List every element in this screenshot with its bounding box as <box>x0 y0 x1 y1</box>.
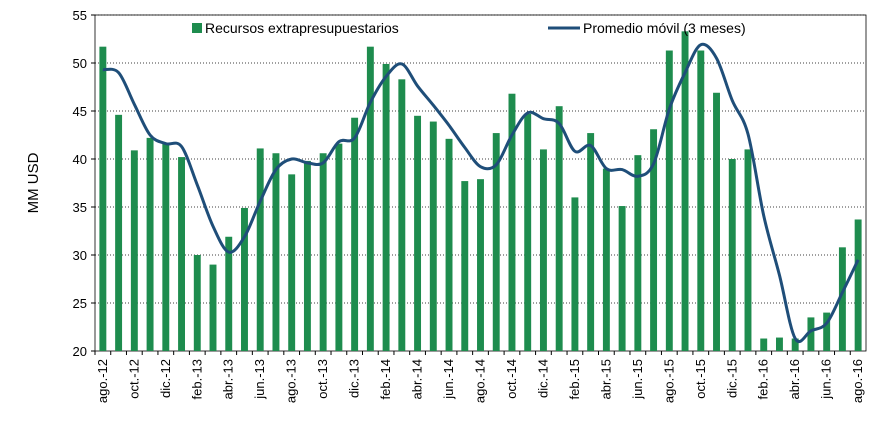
x-tick-label: dic.-12 <box>158 359 173 398</box>
x-tick-label: abr.-13 <box>221 359 236 399</box>
legend-label: Recursos extrapresupuestarios <box>205 20 399 36</box>
bar <box>256 148 264 351</box>
y-tick-label: 35 <box>73 200 87 215</box>
bar <box>130 150 138 351</box>
x-tick-label: ago.-15 <box>661 359 676 403</box>
bar <box>634 155 642 351</box>
x-tick-label: dic.-14 <box>535 359 550 398</box>
bar <box>209 264 217 351</box>
bar <box>414 115 422 351</box>
x-tick-label: oct.-14 <box>504 359 519 399</box>
y-tick-label: 20 <box>73 344 87 359</box>
bar <box>744 149 752 351</box>
x-tick-label: oct.-13 <box>315 359 330 399</box>
x-tick-label: oct.-15 <box>693 359 708 399</box>
x-tick-label: dic.-13 <box>347 359 362 398</box>
bar <box>366 46 374 352</box>
bar <box>335 143 343 351</box>
bar <box>791 338 799 351</box>
bar <box>319 153 327 351</box>
x-tick-label: oct.-12 <box>126 359 141 399</box>
bar <box>178 157 186 351</box>
x-tick-label: ago.-14 <box>473 359 488 403</box>
y-tick-label: 30 <box>73 248 87 263</box>
x-tick-label: jun.-15 <box>630 359 645 400</box>
x-tick-label: feb.-13 <box>189 359 204 399</box>
bar <box>288 174 296 351</box>
bar <box>650 129 658 351</box>
bar <box>618 206 626 351</box>
bar <box>225 236 233 351</box>
x-tick-label: ago.-13 <box>284 359 299 403</box>
y-tick-label: 55 <box>73 8 87 23</box>
bar <box>303 160 311 351</box>
y-tick-label: 45 <box>73 104 87 119</box>
bar <box>398 79 406 351</box>
bar <box>807 317 815 351</box>
x-tick-label: feb.-14 <box>378 359 393 399</box>
bar <box>555 106 563 351</box>
bar <box>146 137 154 351</box>
y-tick-label: 50 <box>73 56 87 71</box>
legend-swatch <box>192 23 202 33</box>
bar <box>571 197 579 351</box>
bar <box>524 113 532 351</box>
bar <box>854 219 862 351</box>
bar <box>492 133 500 351</box>
x-tick-label: jun.-13 <box>252 359 267 400</box>
bar <box>760 338 768 351</box>
x-tick-label: ago.-12 <box>95 359 110 403</box>
bar <box>162 143 170 351</box>
bar <box>445 138 453 351</box>
bar <box>429 121 437 351</box>
bar <box>382 63 390 352</box>
x-tick-label: dic.-15 <box>724 359 739 398</box>
x-tick-label: abr.-14 <box>410 359 425 399</box>
bar <box>713 92 720 351</box>
bar <box>351 117 359 351</box>
x-tick-label: feb.-15 <box>567 359 582 399</box>
x-tick-label: ago.-16 <box>850 359 865 403</box>
x-tick-label: jun.-16 <box>819 359 834 400</box>
x-tick-label: abr.-16 <box>787 359 802 399</box>
bar <box>587 133 595 351</box>
bar <box>823 312 831 351</box>
y-tick-label: 25 <box>73 296 87 311</box>
x-tick-label: feb.-16 <box>756 359 771 399</box>
bar <box>539 149 547 351</box>
bar <box>681 31 689 351</box>
bar <box>838 247 846 351</box>
bar <box>115 114 123 351</box>
bar <box>241 207 248 351</box>
line <box>102 42 860 344</box>
bar <box>477 179 484 351</box>
legend-label: Promedio móvil (3 meses) <box>583 20 746 36</box>
bar <box>272 153 280 351</box>
bar <box>602 168 610 351</box>
y-tick-label: 40 <box>73 152 87 167</box>
x-tick-label: abr.-15 <box>598 359 613 399</box>
bar <box>461 181 469 351</box>
x-tick-label: jun.-14 <box>441 359 456 400</box>
bar <box>697 50 705 352</box>
y-axis-label: MM USD <box>25 152 42 213</box>
bar <box>99 46 107 352</box>
bar <box>193 255 201 351</box>
bar <box>775 337 783 351</box>
bar <box>508 93 516 351</box>
bar <box>665 50 673 352</box>
bar <box>728 159 736 351</box>
